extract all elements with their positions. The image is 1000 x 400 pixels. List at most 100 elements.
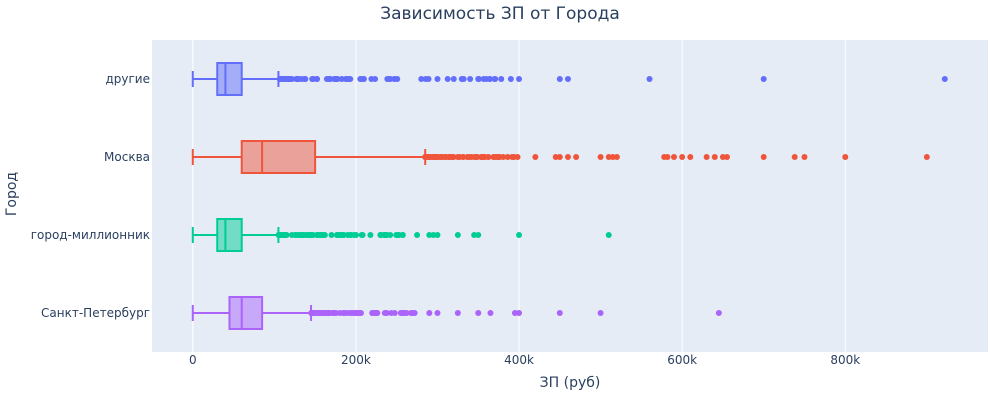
box-iqr	[216, 62, 243, 96]
outlier-point	[646, 76, 653, 82]
outlier-point	[414, 232, 421, 238]
outlier-point	[483, 76, 490, 82]
outlier-point	[282, 232, 289, 238]
outlier-point	[487, 310, 494, 316]
outlier-point	[399, 232, 406, 238]
outlier-point	[605, 232, 612, 238]
outlier-point	[325, 310, 332, 316]
outlier-point	[344, 76, 351, 82]
outlier-point	[464, 154, 471, 160]
outlier-point	[311, 310, 318, 316]
outlier-point	[480, 154, 487, 160]
outlier-point	[564, 76, 571, 82]
outlier-point	[355, 310, 362, 316]
outlier-point	[337, 232, 344, 238]
chart-title: Зависимость ЗП от Города	[380, 4, 620, 24]
y-tick-label: город-миллионник	[31, 228, 150, 242]
outlier-point	[760, 154, 767, 160]
outlier-point	[391, 310, 398, 316]
outlier-point	[384, 76, 391, 82]
x-tick-label: 200k	[341, 353, 371, 367]
outlier-point	[791, 154, 798, 160]
outlier-point	[715, 310, 722, 316]
outlier-point	[475, 232, 482, 238]
outlier-point	[532, 154, 539, 160]
outlier-point	[372, 76, 379, 82]
outlier-point	[309, 76, 316, 82]
outlier-point	[467, 76, 474, 82]
outlier-point	[516, 76, 523, 82]
outlier-point	[426, 310, 433, 316]
outlier-point	[454, 232, 461, 238]
outlier-point	[341, 310, 348, 316]
x-tick-label: 600k	[667, 353, 697, 367]
y-axis-label: Город	[4, 171, 20, 217]
outlier-point	[842, 154, 849, 160]
outlier-point	[516, 310, 523, 316]
outlier-point	[504, 154, 511, 160]
outlier-point	[597, 310, 604, 316]
outlier-point	[357, 76, 364, 82]
outlier-point	[941, 76, 948, 82]
outlier-point	[443, 154, 450, 160]
outlier-point	[670, 154, 677, 160]
outlier-point	[460, 154, 467, 160]
box-iqr	[228, 296, 264, 330]
outlier-point	[293, 232, 300, 238]
x-tick-label: 400k	[504, 353, 534, 367]
outlier-point	[384, 232, 391, 238]
outlier-point	[450, 76, 457, 82]
y-tick-label: Санкт-Петербург	[41, 306, 150, 320]
outlier-point	[468, 154, 475, 160]
outlier-point	[703, 154, 710, 160]
outlier-point	[711, 154, 718, 160]
outlier-point	[485, 154, 492, 160]
x-tick-label: 800k	[830, 353, 860, 367]
x-axis-label: ЗП (руб)	[539, 375, 601, 391]
outlier-point	[326, 76, 333, 82]
outlier-point	[613, 154, 620, 160]
outlier-point	[422, 76, 429, 82]
outlier-point	[507, 76, 514, 82]
outlier-point	[397, 310, 404, 316]
outlier-point	[332, 310, 339, 316]
outlier-point	[276, 76, 283, 82]
outlier-point	[353, 232, 360, 238]
y-tick-label: другие	[105, 72, 150, 86]
outlier-point	[556, 154, 563, 160]
outlier-point	[923, 154, 930, 160]
outlier-point	[556, 310, 563, 316]
outlier-point	[411, 310, 418, 316]
outlier-point	[564, 154, 571, 160]
outlier-point	[320, 310, 327, 316]
outlier-point	[556, 76, 563, 82]
outlier-point	[275, 232, 282, 238]
outlier-point	[454, 154, 461, 160]
outlier-point	[760, 76, 767, 82]
box-iqr	[216, 218, 243, 252]
outlier-point	[492, 154, 499, 160]
outlier-point	[434, 154, 441, 160]
box-iqr	[240, 140, 317, 174]
outlier-point	[434, 310, 441, 316]
outlier-point	[509, 154, 516, 160]
outlier-point	[460, 76, 467, 82]
outlier-point	[346, 310, 353, 316]
outlier-point	[491, 76, 498, 82]
outlier-point	[418, 76, 425, 82]
outlier-point	[338, 76, 345, 82]
outlier-point	[434, 76, 441, 82]
outlier-point	[679, 154, 686, 160]
outlier-point	[381, 310, 388, 316]
outlier-point	[434, 232, 441, 238]
outlier-point	[328, 232, 335, 238]
outlier-point	[300, 232, 307, 238]
outlier-point	[367, 232, 374, 238]
outlier-point	[422, 154, 429, 160]
y-tick-label: Москва	[104, 150, 150, 164]
outlier-point	[369, 310, 376, 316]
outlier-point	[358, 232, 365, 238]
outlier-point	[573, 154, 580, 160]
